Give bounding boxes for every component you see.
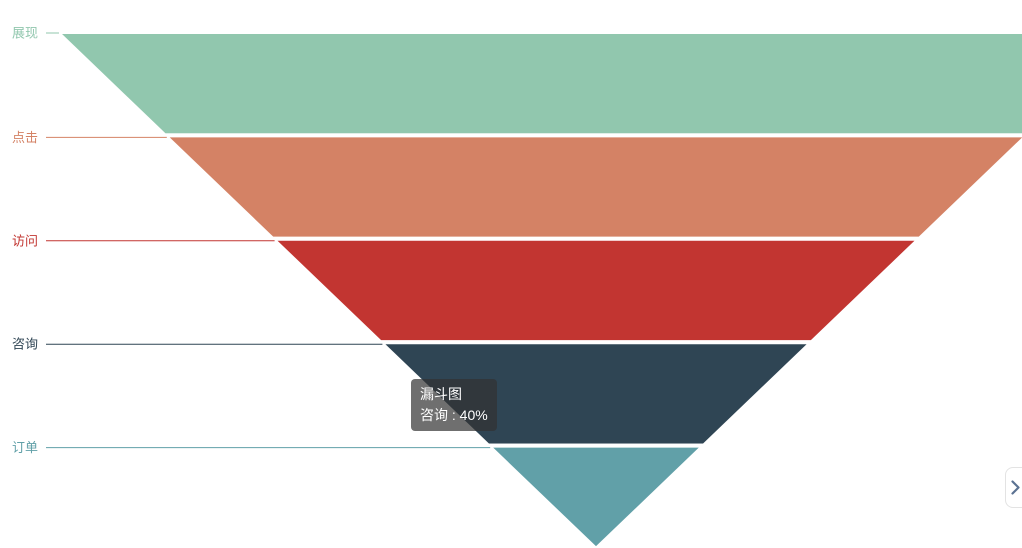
funnel-segment-4[interactable] bbox=[375, 340, 817, 448]
expand-panel-button[interactable] bbox=[1005, 467, 1022, 508]
funnel-segment-2[interactable] bbox=[159, 133, 1022, 241]
funnel-label-2: 点击 bbox=[12, 130, 38, 145]
funnel-label-1: 展现 bbox=[12, 26, 38, 41]
funnel-segment-5[interactable] bbox=[483, 443, 709, 548]
funnel-label-3: 访问 bbox=[12, 233, 38, 248]
funnel-label-5: 订单 bbox=[12, 440, 38, 455]
funnel-label-4: 咨询 bbox=[12, 337, 38, 352]
funnel-segment-3[interactable] bbox=[267, 236, 925, 345]
chevron-right-icon bbox=[1011, 480, 1020, 495]
funnel-segment-1[interactable] bbox=[52, 30, 1022, 138]
